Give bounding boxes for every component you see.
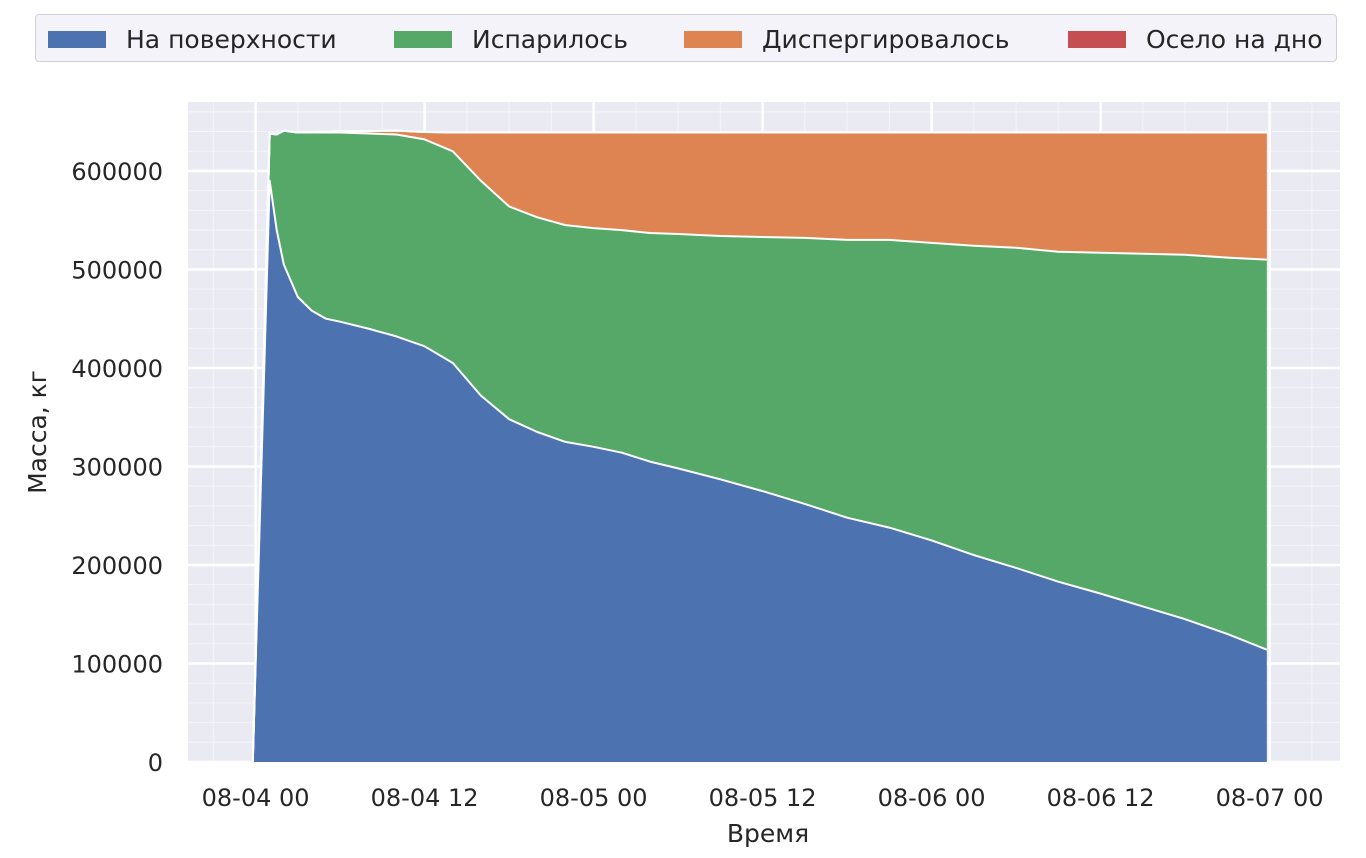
x-tick-label: 08-04 12 <box>371 784 479 812</box>
y-tick-label: 600000 <box>71 158 163 186</box>
legend-item: Осело на дно <box>1068 15 1323 63</box>
y-axis-label: Масса, кг <box>23 370 52 494</box>
x-tick-label: 08-04 00 <box>202 784 310 812</box>
legend-swatch <box>1068 30 1126 48</box>
legend-label: Диспергировалось <box>762 24 1010 54</box>
chart-legend: На поверхности Испарилось Диспергировалось… <box>35 14 1337 62</box>
series-boundary-line <box>251 179 1268 763</box>
legend-swatch <box>684 30 742 48</box>
y-tick-label: 100000 <box>71 650 163 678</box>
x-tick-label: 08-05 00 <box>540 784 648 812</box>
area-dispersed <box>252 130 1267 763</box>
y-tick-label: 500000 <box>71 256 163 284</box>
area-evaporated <box>252 130 1267 763</box>
legend-label: Осело на дно <box>1146 24 1323 54</box>
legend-label: Испарилось <box>472 24 628 54</box>
series-boundary-line <box>251 129 1267 763</box>
y-tick-label: 200000 <box>71 552 163 580</box>
area-surface <box>252 180 1267 763</box>
x-tick-label: 08-07 00 <box>1216 784 1324 812</box>
legend-item: Диспергировалось <box>684 15 1009 63</box>
legend-swatch <box>394 30 452 48</box>
x-tick-labels: 08-04 00 08-04 12 08-05 00 08-05 12 08-06 00… <box>202 784 1324 812</box>
x-tick-label: 08-05 12 <box>709 784 817 812</box>
y-tick-label: 300000 <box>71 453 163 481</box>
y-tick-labels: 0 100000 200000 300000 400000 500000 600000 <box>71 158 163 777</box>
y-tick-label: 0 <box>148 749 163 777</box>
legend-item: На поверхности <box>48 15 337 63</box>
area-series <box>251 129 1268 763</box>
legend-item: Испарилось <box>394 15 628 63</box>
x-tick-label: 08-06 12 <box>1047 784 1155 812</box>
y-tick-label: 400000 <box>71 355 163 383</box>
legend-swatch <box>48 30 106 48</box>
x-axis-label: Время <box>727 819 809 848</box>
legend-label: На поверхности <box>126 24 337 54</box>
x-tick-label: 08-06 00 <box>878 784 986 812</box>
